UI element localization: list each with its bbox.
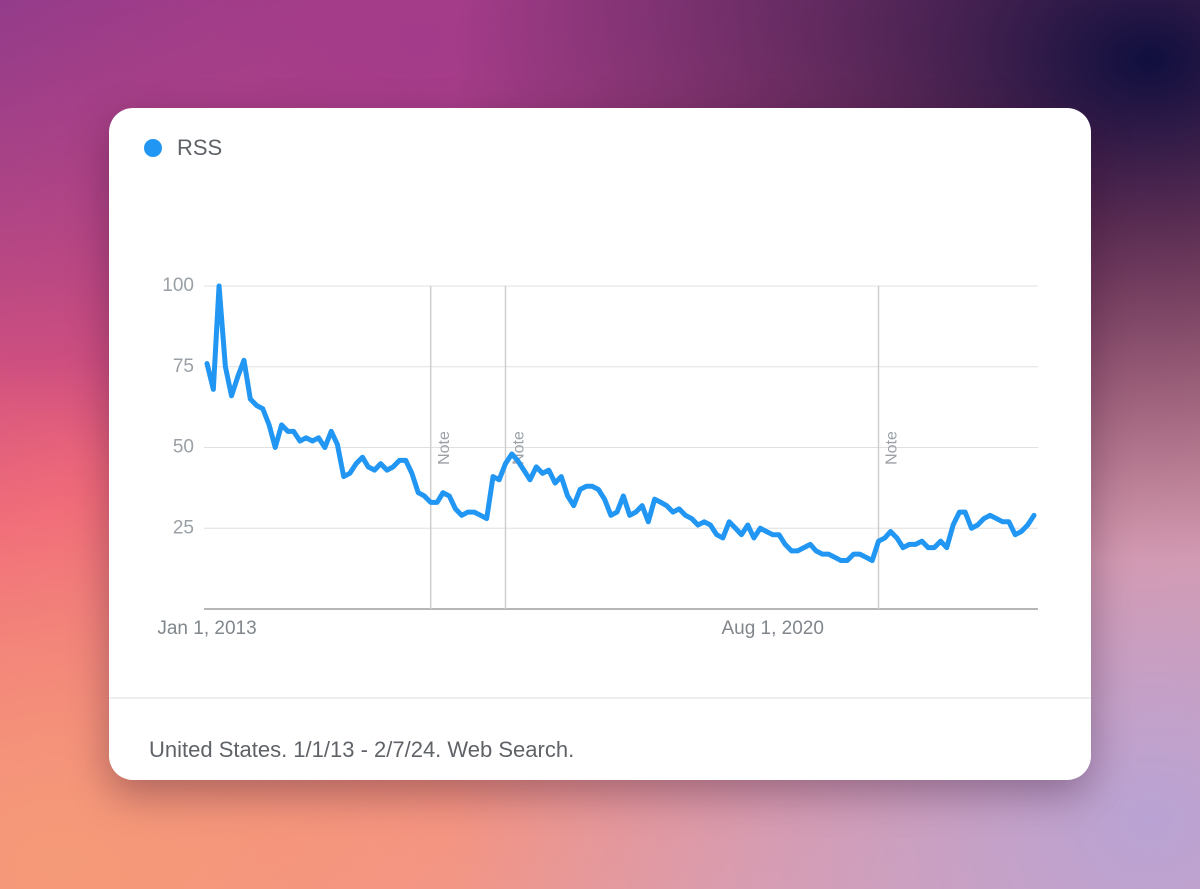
legend-label: RSS: [177, 135, 222, 160]
chart: United States. 1/1/13 - 2/7/24. Web Sear…: [109, 135, 1091, 762]
note-label: Note: [436, 431, 453, 465]
note-label: Note: [884, 431, 901, 465]
trend-line: [204, 283, 1037, 564]
trends-card: United States. 1/1/13 - 2/7/24. Web Sear…: [109, 108, 1091, 780]
x-tick-label: Aug 1, 2020: [721, 618, 823, 639]
footer: United States. 1/1/13 - 2/7/24. Web Sear…: [149, 737, 574, 762]
y-tick-label: 25: [173, 517, 194, 538]
y-tick-label: 75: [173, 356, 194, 377]
y-tick-label: 50: [173, 437, 194, 458]
y-tick-label: 100: [162, 275, 194, 296]
legend-marker: [144, 139, 162, 157]
x-tick-label: Jan 1, 2013: [157, 618, 256, 639]
